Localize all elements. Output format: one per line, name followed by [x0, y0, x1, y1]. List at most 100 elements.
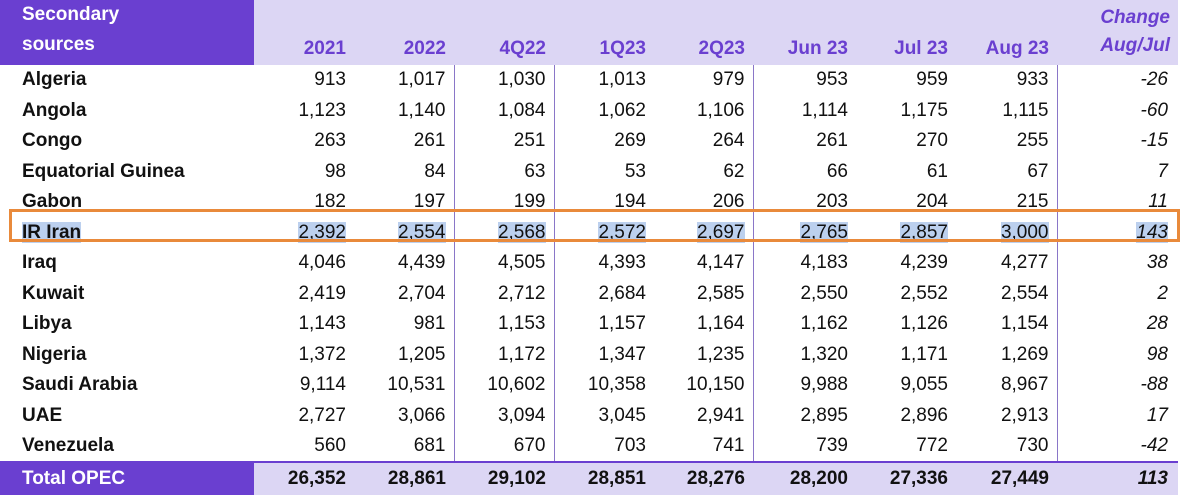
table-cell-value: 10,602 — [487, 374, 546, 396]
change-cell: -88 — [1057, 370, 1178, 401]
table-row: IR Iran 2,392 2,554 2,568 2,572 2,697 2,765 2,8… — [0, 217, 1178, 249]
row-label: IR Iran — [0, 218, 254, 249]
table-cell-value: 1,347 — [598, 343, 646, 365]
table-cell: 251 — [454, 126, 555, 157]
total-cell: 27,336 — [856, 460, 956, 495]
table-cell-value: 206 — [712, 191, 745, 213]
change-cell-value: 7 — [1157, 160, 1168, 182]
table-cell-value: 4,239 — [900, 252, 948, 274]
column-header: 1Q23 — [554, 0, 654, 65]
table-cell-value: 4,277 — [1000, 252, 1049, 274]
total-row: Total OPEC 26,352 28,861 29,102 28,851 2… — [0, 460, 1178, 495]
table-cell: 1,372 — [254, 340, 354, 371]
table-cell-value: 1,030 — [497, 69, 546, 91]
table-cell-value: 9,988 — [800, 374, 848, 396]
table-cell-value: 913 — [314, 69, 346, 91]
table-cell-value: 197 — [413, 191, 446, 213]
table-cell-value: 1,205 — [397, 343, 446, 365]
table-cell-value: 261 — [816, 130, 848, 152]
table-cell-value: 9,055 — [900, 374, 948, 396]
table-cell: 197 — [354, 187, 455, 218]
header-source-label: Secondary sources — [0, 0, 254, 65]
table-cell: 1,235 — [654, 339, 754, 370]
table-cell-value: 194 — [614, 191, 646, 213]
table-cell-value: 61 — [926, 160, 948, 182]
row-label-text: Algeria — [22, 69, 87, 91]
table-cell: 2,554 — [956, 278, 1058, 309]
table-cell: 10,358 — [554, 370, 654, 401]
table-cell-value: 269 — [614, 130, 646, 152]
row-label-text: Iraq — [22, 252, 57, 274]
table-cell: 10,602 — [454, 370, 555, 401]
row-label: Kuwait — [0, 279, 254, 310]
table-cell-value: 2,550 — [800, 282, 848, 304]
column-header: 4Q22 — [454, 0, 554, 65]
table-cell-value: 741 — [712, 434, 745, 456]
row-label: Angola — [0, 96, 254, 127]
table-row: Kuwait 2,419 2,704 2,712 2,684 2,585 2,550 2,55… — [0, 278, 1178, 310]
row-label-text: Kuwait — [22, 282, 85, 304]
row-label: Algeria — [0, 65, 254, 96]
table-cell: 9,988 — [753, 370, 856, 401]
table-cell-value: 4,393 — [598, 252, 646, 274]
table-cell: 1,126 — [856, 309, 956, 340]
table-cell-value: 730 — [1016, 434, 1049, 456]
table-cell: 1,115 — [956, 95, 1058, 126]
change-cell: -42 — [1057, 431, 1178, 462]
table-cell-value: 53 — [624, 160, 646, 182]
table-cell-value: 1,140 — [397, 99, 446, 121]
table-cell: 1,347 — [554, 340, 654, 371]
total-label: Total OPEC — [0, 460, 254, 495]
table-cell: 772 — [856, 431, 956, 462]
table-cell: 264 — [654, 126, 754, 157]
table-cell: 194 — [554, 187, 654, 218]
table-cell: 2,913 — [956, 400, 1058, 431]
row-label: Saudi Arabia — [0, 370, 254, 401]
table-cell: 261 — [753, 126, 856, 157]
opec-production-table: Secondary sources 2021 2022 4Q22 1Q23 2Q2… — [0, 0, 1178, 495]
table-cell-value: 1,372 — [298, 343, 346, 365]
table-cell-value: 2,765 — [800, 221, 848, 243]
table-cell: 2,727 — [254, 401, 354, 432]
change-cell: 11 — [1057, 187, 1178, 218]
table-row: Angola 1,123 1,140 1,084 1,062 1,106 1,114 1,17… — [0, 95, 1178, 127]
table-cell: 2,554 — [354, 217, 455, 248]
table-row: Congo 263 261 251 269 264 261 270 255 -15 — [0, 126, 1178, 157]
table-cell: 84 — [354, 156, 455, 187]
table-cell: 1,140 — [354, 95, 455, 126]
row-label-text: Venezuela — [22, 434, 114, 456]
table-cell: 263 — [254, 126, 354, 157]
table-cell: 1,123 — [254, 96, 354, 127]
table-cell-value: 1,062 — [598, 99, 646, 121]
table-footer: Total OPEC 26,352 28,861 29,102 28,851 2… — [0, 460, 1178, 495]
table-cell-value: 204 — [916, 191, 948, 213]
table-row: Algeria 913 1,017 1,030 1,013 979 953 959 933 -26 — [0, 65, 1178, 96]
table-cell-value: 981 — [413, 313, 446, 335]
table-cell-value: 270 — [916, 130, 948, 152]
table-cell: 4,183 — [753, 248, 856, 279]
total-cell: 28,851 — [554, 460, 654, 495]
row-label: Venezuela — [0, 431, 254, 462]
table-cell-value: 215 — [1016, 191, 1049, 213]
table-cell: 199 — [454, 187, 555, 218]
table-cell: 979 — [654, 65, 754, 96]
table-row: Libya 1,143 981 1,153 1,157 1,164 1,162 1,126 1,… — [0, 309, 1178, 340]
table-cell-value: 1,084 — [497, 99, 546, 121]
table-cell-value: 98 — [324, 160, 346, 182]
table-cell: 1,205 — [354, 339, 455, 370]
table-cell-value: 2,712 — [497, 282, 546, 304]
table-cell: 730 — [956, 431, 1058, 462]
header-source-line1: Secondary — [22, 4, 120, 25]
table-cell: 2,419 — [254, 279, 354, 310]
table-cell-value: 3,045 — [598, 404, 646, 426]
table-cell: 4,147 — [654, 248, 754, 279]
table-cell: 62 — [654, 156, 754, 187]
column-header: Aug 23 — [956, 0, 1057, 65]
table-cell: 3,066 — [354, 400, 455, 431]
table-header: Secondary sources 2021 2022 4Q22 1Q23 2Q2… — [0, 0, 1178, 65]
table-cell-value: 264 — [712, 130, 745, 152]
table-cell-value: 1,126 — [900, 313, 948, 335]
table-cell: 3,000 — [956, 217, 1058, 248]
table-cell-value: 2,704 — [397, 282, 446, 304]
table-cell-value: 2,568 — [497, 221, 546, 243]
